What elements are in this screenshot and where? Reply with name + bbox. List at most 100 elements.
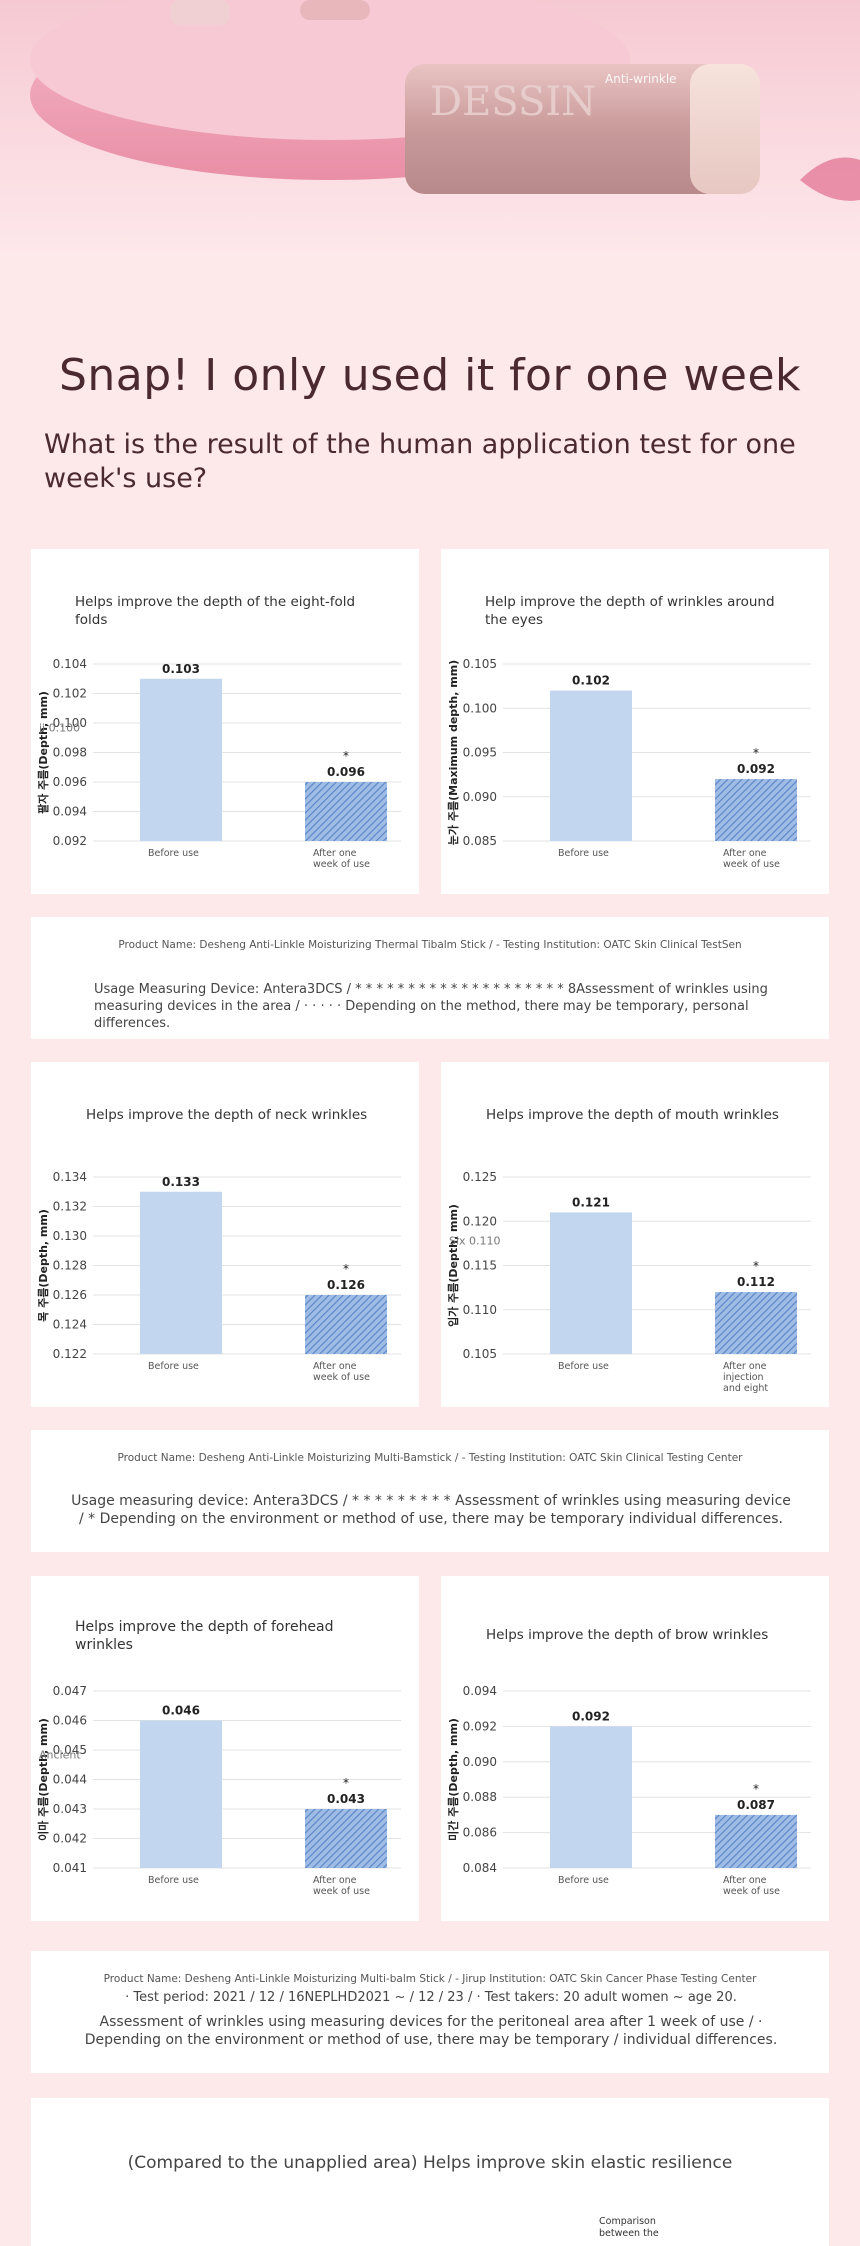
y-tick-label: 0.098 xyxy=(53,746,87,760)
data-label: 0.043 xyxy=(327,1792,365,1806)
x-tick-label: Before use xyxy=(558,1875,609,1886)
bar-chart: 0.041 0.042 0.043 0.044 0.045 0.046 0.047 이마 주름… xyxy=(36,1684,401,1897)
chart-card: Helps improve the depth of mouth wrinkle… xyxy=(441,1062,829,1407)
bar-chart: 0.105 0.110 0.115 0.120 0.125 입가 주름(Depth, mm… xyxy=(446,1170,811,1394)
y-tick-label: 0.102 xyxy=(53,687,87,701)
bar-before xyxy=(140,1720,222,1868)
product-info: Product Name: Desheng Anti-Linkle Moistu… xyxy=(117,1452,743,1464)
test-info-card: Product Name: Desheng Anti-Linkle Moistu… xyxy=(31,1430,829,1552)
y-tick-label: 0.085 xyxy=(463,834,497,848)
overlay-text: Ancient xyxy=(39,1748,81,1761)
y-tick-label: 0.088 xyxy=(463,1790,497,1804)
bar-before xyxy=(550,1212,632,1354)
data-label: 0.092 xyxy=(737,762,775,776)
y-tick-label: 0.043 xyxy=(53,1802,87,1816)
y-tick-label: 0.092 xyxy=(463,1719,497,1733)
y-axis-label: 눈가 주름(Maximum depth, mm) xyxy=(446,660,460,845)
y-tick-label: 0.122 xyxy=(53,1347,87,1361)
x-tick-label: week of use xyxy=(313,859,370,870)
x-tick-label: After one xyxy=(723,1875,767,1886)
y-axis-label: 미간 주름(Depth, mm) xyxy=(446,1718,460,1841)
x-tick-label: After one xyxy=(313,1875,357,1886)
y-tick-label: 0.105 xyxy=(463,657,497,671)
y-axis-label: 입가 주름(Depth, mm) xyxy=(446,1204,460,1327)
x-tick-label: week of use xyxy=(723,859,780,870)
x-tick-label: injection xyxy=(723,1372,764,1383)
y-axis-label: 팔자 주름(Depth, mm) xyxy=(36,691,50,814)
data-label: 0.046 xyxy=(162,1704,200,1718)
chart-title: Help improve the depth of wrinkles aroun… xyxy=(485,594,775,628)
hero-tag-text: Anti-wrinkle xyxy=(605,72,677,86)
y-tick-label: 0.105 xyxy=(463,1347,497,1361)
data-label: 0.096 xyxy=(327,765,365,779)
y-tick-label: 0.125 xyxy=(463,1170,497,1184)
bar-chart: 0.122 0.124 0.126 0.128 0.130 0.132 0.134 목 주름(… xyxy=(37,1170,401,1383)
chart-title: Helps improve the depth of neck wrinkles xyxy=(86,1107,368,1123)
y-axis-label: 목 주름(Depth, mm) xyxy=(37,1209,50,1322)
chart-title: Helps improve the depth of brow wrinkles xyxy=(486,1627,769,1643)
y-tick-label: 0.044 xyxy=(53,1773,87,1787)
x-tick-label: Before use xyxy=(148,1361,199,1372)
y-tick-label: 0.092 xyxy=(53,834,87,848)
x-tick-label: week of use xyxy=(723,1886,780,1897)
y-tick-label: 0.090 xyxy=(463,790,497,804)
product-info: Product Name: Desheng Anti-Linkle Moistu… xyxy=(118,939,742,951)
y-tick-label: 0.094 xyxy=(53,805,87,819)
data-label: 0.126 xyxy=(327,1278,365,1292)
data-label: 0.103 xyxy=(162,662,200,676)
bar-before xyxy=(140,1191,222,1354)
x-tick-label: week of use xyxy=(313,1372,370,1383)
y-tick-label: 0.115 xyxy=(463,1259,497,1273)
chart-title: Helps improve the depth of the eight-fol… xyxy=(75,594,356,628)
overlay-text: ji 0.100 xyxy=(38,721,80,734)
y-tick-label: 0.094 xyxy=(463,1684,497,1698)
product-info: Product Name: Desheng Anti-Linkle Moistu… xyxy=(103,1973,757,1985)
y-tick-label: 0.110 xyxy=(463,1303,497,1317)
chart-title: Helps improve the depth of mouth wrinkle… xyxy=(486,1107,779,1123)
chart-card: Helps improve the depth of forehead wrin… xyxy=(31,1576,419,1921)
bar-after xyxy=(715,779,797,841)
x-tick-label: week of use xyxy=(313,1886,370,1897)
x-tick-label: After one xyxy=(313,848,357,859)
bar-chart: 0.084 0.086 0.088 0.090 0.092 0.094 미간 주름(Dept… xyxy=(446,1684,811,1897)
bar-after xyxy=(715,1814,797,1868)
significance-marker: * xyxy=(753,746,759,760)
y-tick-label: 0.042 xyxy=(53,1832,87,1846)
test-method-note: Usage measuring device: Antera3DCS / * *… xyxy=(71,1493,791,1527)
page-headline: Snap! I only used it for one week xyxy=(58,350,802,401)
test-method-note: Usage Measuring Device: Antera3DCS / * *… xyxy=(94,982,768,1031)
test-info-card: Product Name: Desheng Anti-Linkle Moistu… xyxy=(31,917,829,1039)
bar-after xyxy=(305,1809,387,1868)
bar-before xyxy=(140,678,222,841)
test-info-card: Product Name: Desheng Anti-Linkle Moistu… xyxy=(31,1951,829,2073)
significance-marker: * xyxy=(753,1782,759,1796)
page-subheading: What is the result of the human applicat… xyxy=(44,429,796,494)
x-tick-label: Before use xyxy=(558,848,609,859)
data-label: 0.112 xyxy=(737,1275,775,1289)
significance-marker: * xyxy=(343,749,349,763)
significance-marker: * xyxy=(753,1259,759,1273)
bar-after xyxy=(305,1295,387,1354)
x-tick-label: Before use xyxy=(148,848,199,859)
y-tick-label: 0.045 xyxy=(53,1743,87,1757)
y-tick-label: 0.090 xyxy=(463,1755,497,1769)
x-tick-label: Before use xyxy=(558,1361,609,1372)
y-tick-label: 0.095 xyxy=(463,746,497,760)
hero-brand-text: DESSIN xyxy=(430,79,596,125)
data-label: 0.092 xyxy=(572,1709,610,1723)
chart-title: Helps improve the depth of forehead wrin… xyxy=(75,1619,334,1653)
elasticity-card: (Compared to the unapplied area) Helps i… xyxy=(31,2098,829,2246)
y-tick-label: 0.128 xyxy=(53,1259,87,1273)
bar-before xyxy=(550,1726,632,1868)
x-tick-label: After one xyxy=(723,1361,767,1372)
elasticity-title: (Compared to the unapplied area) Helps i… xyxy=(127,2153,733,2173)
y-axis-label: 이마 주름(Depth, mm) xyxy=(36,1718,50,1841)
chart-card: Help improve the depth of wrinkles aroun… xyxy=(441,549,829,894)
bar-before xyxy=(550,690,632,841)
y-tick-label: 0.124 xyxy=(53,1318,87,1332)
y-tick-label: 0.126 xyxy=(53,1288,87,1302)
overlay-text: Six 0.110 xyxy=(449,1234,501,1247)
bar-after xyxy=(715,1292,797,1354)
data-label: 0.133 xyxy=(162,1175,200,1189)
y-tick-label: 0.130 xyxy=(53,1229,87,1243)
